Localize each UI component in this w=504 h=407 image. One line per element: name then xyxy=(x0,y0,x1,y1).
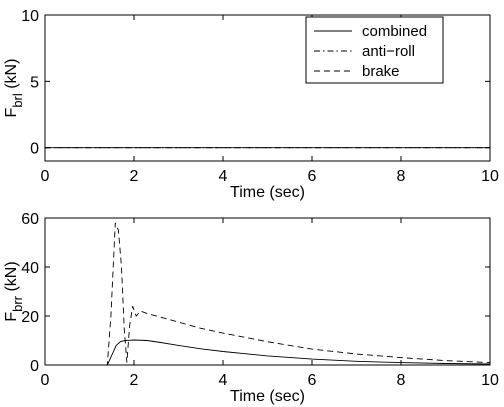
y-tick-label: 5 xyxy=(30,74,39,91)
legend-label: combined xyxy=(362,23,427,40)
legend-box xyxy=(305,16,444,84)
x-tick-label: 10 xyxy=(481,372,499,389)
legend: combined anti−roll brake xyxy=(305,16,444,84)
y-axis-label-main: F xyxy=(3,107,20,117)
series-line-dashed xyxy=(45,222,490,365)
y-tick-label: 0 xyxy=(30,358,39,375)
plot-frame xyxy=(44,217,491,366)
series-line-solid xyxy=(45,339,490,365)
x-tick-label: 6 xyxy=(308,168,317,185)
x-tick-label: 8 xyxy=(397,168,406,185)
y-axis-label-main: F xyxy=(3,312,20,322)
y-tick-label: 20 xyxy=(21,309,39,326)
x-tick-label: 0 xyxy=(41,168,50,185)
legend-label: brake xyxy=(362,63,400,80)
x-tick-label: 10 xyxy=(481,168,499,185)
legend-label: anti−roll xyxy=(362,43,415,60)
top-plot-brl: 0 2 4 6 8 10 0 5 10 Time (sec) Fbrl (kN) combined an… xyxy=(3,8,499,201)
y-axis-label: Fbrl (kN) xyxy=(3,59,25,118)
x-tick-label: 2 xyxy=(130,372,139,389)
plot-frame xyxy=(44,14,491,162)
x-tick-label: 2 xyxy=(130,168,139,185)
y-tick-label: 0 xyxy=(30,141,39,158)
x-tick-label: 4 xyxy=(219,372,228,389)
y-tick-label: 60 xyxy=(21,211,39,228)
x-tick-label: 0 xyxy=(41,372,50,389)
y-axis-label-unit: (kN) xyxy=(3,59,20,89)
x-tick-label: 8 xyxy=(397,372,406,389)
y-axis-label-subscript: brl xyxy=(10,93,25,108)
y-tick-label: 10 xyxy=(21,8,39,25)
x-axis-label: Time (sec) xyxy=(230,184,305,201)
y-axis-label: Fbrr (kN) xyxy=(3,261,25,321)
y-axis-label-unit: (kN) xyxy=(3,261,20,291)
x-tick-label: 6 xyxy=(308,372,317,389)
x-axis-label: Time (sec) xyxy=(230,388,305,405)
y-tick-label: 40 xyxy=(21,260,39,277)
bottom-plot-brr: 0 2 4 6 8 10 0 20 40 60 Time (sec) Fbrr (kN) xyxy=(3,211,499,405)
x-tick-label: 4 xyxy=(219,168,228,185)
y-axis-label-subscript: brr xyxy=(10,295,25,312)
